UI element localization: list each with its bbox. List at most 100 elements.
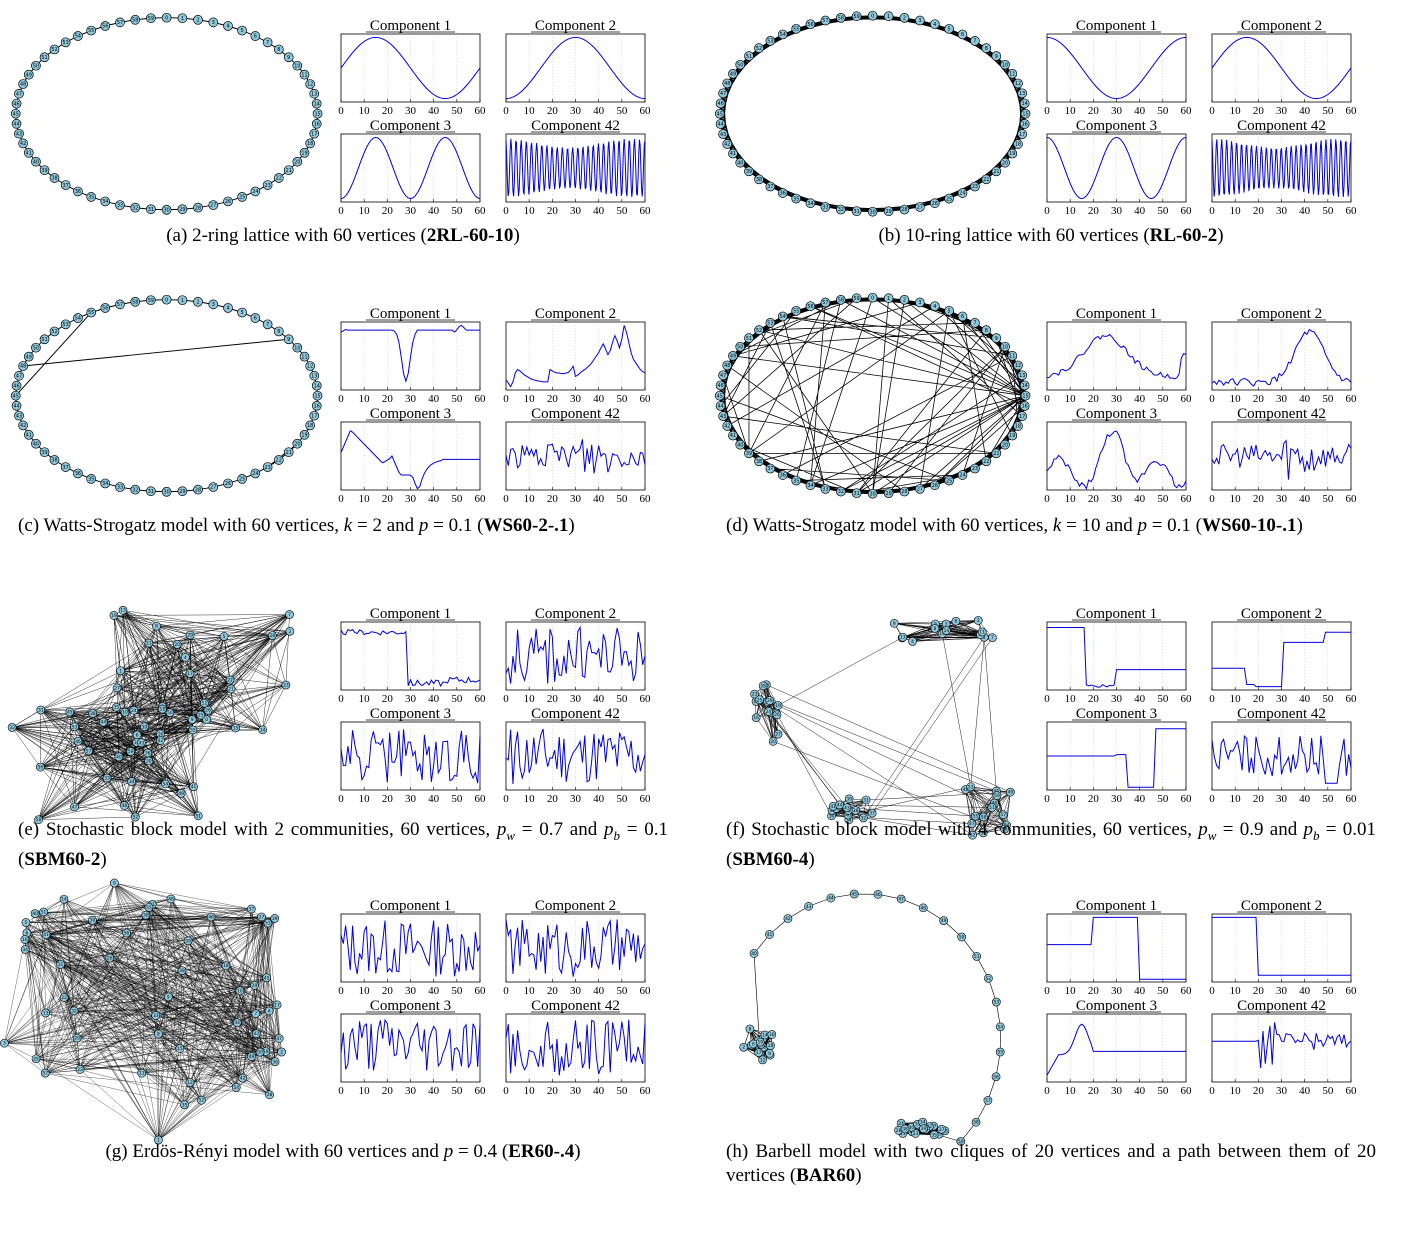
- svg-text:52: 52: [756, 328, 762, 334]
- svg-text:48: 48: [724, 363, 730, 369]
- graph-node: 33: [820, 484, 831, 494]
- svg-text:47: 47: [72, 804, 78, 810]
- svg-text:52: 52: [51, 47, 57, 53]
- component-plot: Component 42 0 10 20 30 40 50 60: [503, 406, 651, 505]
- svg-text:51: 51: [746, 54, 752, 60]
- x-tick-label: 10: [359, 393, 371, 405]
- svg-text:13: 13: [1019, 91, 1025, 97]
- x-tick-label: 40: [593, 1085, 605, 1097]
- x-tick-label: 0: [503, 105, 509, 117]
- graph-node: 0: [161, 12, 172, 23]
- graph-node: 12: [200, 698, 209, 708]
- x-tick-label: 30: [570, 793, 582, 805]
- svg-text:16: 16: [1022, 404, 1028, 410]
- graph-node: 37: [765, 181, 776, 192]
- x-tick-label: 60: [475, 985, 487, 997]
- svg-text:57: 57: [42, 1071, 48, 1077]
- svg-text:5: 5: [948, 309, 951, 315]
- svg-text:42: 42: [724, 424, 730, 430]
- graph-node: 12: [305, 361, 316, 371]
- graph-node: 12: [758, 1055, 767, 1065]
- svg-text:57: 57: [985, 1098, 991, 1104]
- x-tick-label: 50: [1157, 793, 1169, 805]
- svg-text:53: 53: [968, 784, 974, 790]
- svg-text:35: 35: [88, 477, 94, 483]
- svg-text:41: 41: [767, 932, 773, 938]
- x-tick-label: 50: [1322, 493, 1334, 505]
- graph-node: 43: [14, 410, 24, 421]
- svg-text:56: 56: [102, 24, 108, 30]
- graph-node: 42: [722, 139, 733, 149]
- graph-node: 25: [237, 474, 247, 484]
- svg-text:29: 29: [187, 633, 193, 639]
- x-tick-label: 20: [382, 985, 394, 997]
- graph-node: 56: [122, 928, 131, 938]
- graph-node: 19: [1007, 430, 1018, 441]
- svg-text:37: 37: [939, 1127, 945, 1133]
- x-tick-label: 10: [1065, 693, 1077, 705]
- graph-node: 57: [40, 1068, 50, 1078]
- graph-node: 22: [981, 456, 992, 467]
- graph-node: 51: [39, 334, 50, 345]
- x-tick-label: 0: [1209, 393, 1215, 405]
- svg-text:1: 1: [887, 296, 890, 302]
- svg-text:48: 48: [122, 803, 128, 809]
- x-tick-label: 60: [475, 105, 487, 117]
- graph-node: 37: [246, 904, 256, 914]
- svg-text:42: 42: [724, 142, 730, 148]
- graph-node: 58: [177, 966, 187, 975]
- graph-node: 32: [7, 723, 17, 732]
- svg-text:5: 5: [223, 634, 226, 640]
- graph-node: 50: [957, 932, 966, 942]
- svg-text:50: 50: [33, 345, 39, 351]
- svg-text:34: 34: [846, 817, 852, 823]
- svg-text:45: 45: [13, 111, 19, 117]
- graph-node: 20: [72, 1033, 82, 1043]
- graph-node: 23: [75, 1065, 85, 1074]
- network-graph: 0123456789101112131415161718192021222324…: [7, 605, 295, 825]
- graph-node: 38: [754, 456, 764, 467]
- svg-text:6: 6: [136, 732, 139, 738]
- graph-node: 22: [225, 675, 235, 685]
- graph-node: 21: [991, 166, 1002, 177]
- svg-text:28: 28: [760, 683, 766, 689]
- x-tick-label: 40: [1299, 105, 1311, 117]
- svg-text:57: 57: [117, 302, 123, 308]
- x-tick-label: 50: [451, 693, 463, 705]
- graph-node: 2: [277, 1047, 286, 1057]
- graph-node: 2: [285, 626, 295, 636]
- graph-node: 20: [1000, 157, 1010, 168]
- graph-node: 54: [995, 1022, 1005, 1032]
- graph-node: 19: [109, 611, 119, 620]
- series-line: [1212, 631, 1351, 688]
- svg-text:31: 31: [148, 489, 154, 495]
- x-tick-label: 50: [616, 393, 628, 405]
- graph-node: 57: [820, 15, 831, 26]
- svg-text:24: 24: [252, 471, 258, 477]
- x-tick-label: 0: [1209, 693, 1215, 705]
- graph-node: 36: [73, 186, 83, 197]
- x-tick-label: 40: [428, 493, 440, 505]
- graph-node: 38: [49, 455, 60, 465]
- x-tick-label: 60: [1181, 393, 1193, 405]
- caption-part: WS60-10-.1: [1202, 515, 1297, 536]
- svg-text:16: 16: [314, 121, 320, 127]
- svg-text:38: 38: [853, 808, 859, 814]
- graph-node: 49: [23, 351, 34, 362]
- graph-node: 28: [193, 202, 203, 213]
- graph-node: 59: [851, 293, 862, 304]
- graph-node: 35: [929, 1130, 939, 1140]
- graph-node: 29: [883, 206, 894, 217]
- svg-text:42: 42: [20, 141, 26, 147]
- x-tick-label: 20: [1088, 493, 1100, 505]
- graph-node: 15: [175, 1044, 185, 1053]
- graph-node: 21: [283, 165, 294, 176]
- caption-part: RL-60-2: [1149, 225, 1218, 246]
- x-tick-label: 0: [1044, 693, 1050, 705]
- svg-text:22: 22: [983, 459, 989, 465]
- svg-text:32: 32: [838, 489, 844, 495]
- graph-node: 29: [177, 204, 188, 215]
- graph-node: 9: [163, 992, 173, 1002]
- component-plot: Component 42 0 10 20 30 40 50 60: [503, 118, 651, 217]
- component-plot: Component 3 0 10 20 30 40 50 60: [1044, 706, 1192, 805]
